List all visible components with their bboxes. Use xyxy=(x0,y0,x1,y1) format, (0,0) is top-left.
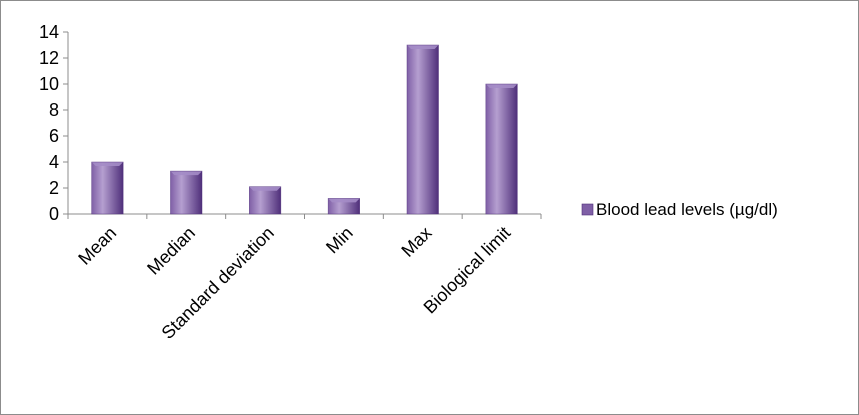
bar-outline xyxy=(91,161,124,215)
bar-bevel-top xyxy=(328,198,360,203)
bar-biological-limit xyxy=(485,83,518,215)
bar-body xyxy=(485,84,518,214)
bar-outline xyxy=(170,170,203,215)
bar-bevel-top xyxy=(485,84,518,88)
y-tick-label: 8 xyxy=(49,100,59,120)
bar-bevel-top xyxy=(170,171,203,176)
bar-outline xyxy=(406,44,439,215)
bar-body xyxy=(406,45,439,214)
bar-outline xyxy=(249,186,282,215)
y-tick-label: 0 xyxy=(49,204,59,224)
y-tick-label: 10 xyxy=(39,74,59,94)
y-tick-label: 12 xyxy=(39,48,59,68)
y-tick-label: 6 xyxy=(49,126,59,146)
bar-body xyxy=(170,171,203,214)
bar-median xyxy=(170,170,203,215)
bar-bevel-top xyxy=(91,162,124,166)
bar-body xyxy=(91,162,124,214)
y-tick-label: 14 xyxy=(39,22,59,42)
bar-body xyxy=(249,186,281,214)
bar-standard-deviation xyxy=(249,186,282,215)
bar-max xyxy=(406,44,439,215)
y-axis: 0 2 4 6 8 10 12 14 xyxy=(39,22,69,224)
x-axis xyxy=(67,213,542,219)
bar-outline xyxy=(485,83,518,215)
x-category-label: Max xyxy=(397,223,435,261)
y-tick-label: 2 xyxy=(49,178,59,198)
x-category-label: Mean xyxy=(74,223,120,269)
x-category-label: Median xyxy=(143,223,199,279)
bar-bevel-top xyxy=(249,186,281,191)
x-category-label: Min xyxy=(322,223,357,258)
legend-label: Blood lead levels (µg/dl) xyxy=(596,200,778,219)
bar-mean xyxy=(91,161,124,215)
bar-bevel-top xyxy=(406,45,439,49)
bar-min xyxy=(327,198,360,215)
legend-swatch xyxy=(581,203,594,216)
y-tick-label: 4 xyxy=(49,152,59,172)
bars xyxy=(91,44,518,215)
legend: Blood lead levels (µg/dl) xyxy=(581,200,778,219)
bar-outline xyxy=(327,198,360,215)
